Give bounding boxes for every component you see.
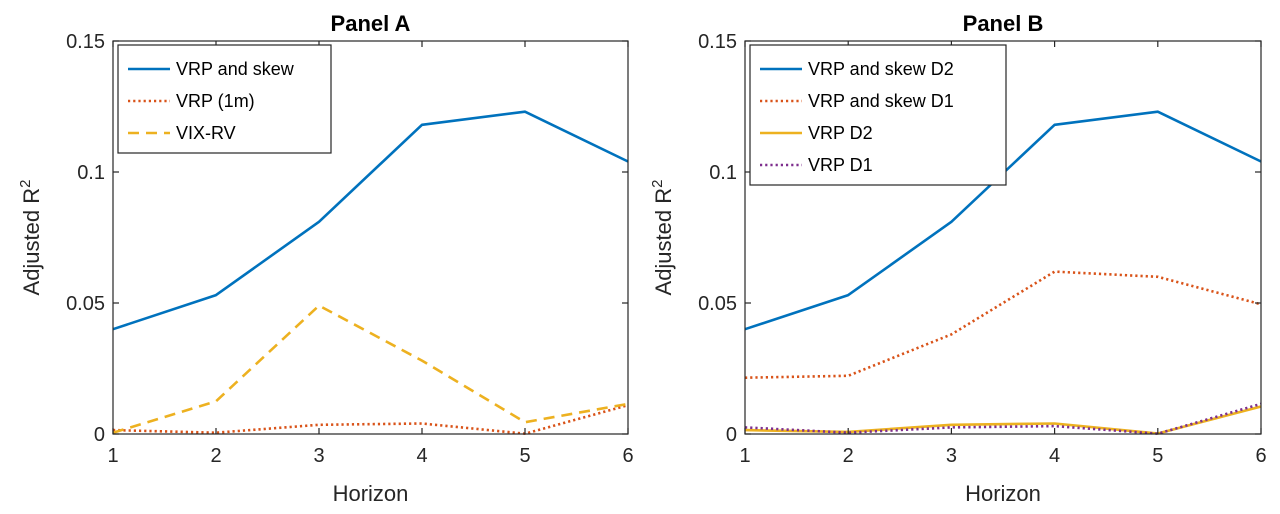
panel-a-axes-box	[112, 40, 629, 435]
panel-b-y-axis-label-sup: 2	[649, 180, 666, 188]
panel-b-x-tick-label: 5	[1152, 445, 1163, 467]
panel-b-y-tick-label: 0.05	[698, 293, 737, 315]
panel-b-legend: VRP and skew D2 VRP and skew D1 VRP D2 VRP …	[749, 44, 1007, 186]
panel-a-x-tick-label: 2	[210, 445, 221, 467]
panel-a-legend-box	[117, 44, 332, 154]
panel-a-y-tick-label: 0.05	[66, 293, 105, 315]
panel-a-legend-label-3: VIX-RV	[176, 123, 236, 143]
panel-a-legend-label-2: VRP (1m)	[176, 91, 255, 111]
panel-a-series-line-1	[112, 110, 629, 331]
panel-b-legend-label-1: VRP and skew D2	[808, 59, 954, 79]
panel-b-title: Panel B	[963, 11, 1044, 36]
panel-b-y-tick-label: 0	[726, 424, 737, 446]
panel-b-legend-label-4: VRP D1	[808, 155, 873, 175]
panel-b-x-tick-label: 1	[739, 445, 750, 467]
panel-a-x-tick-label: 4	[416, 445, 427, 467]
panel-b-x-axis-label: Horizon	[965, 481, 1041, 506]
panel-a-y-axis-label-main: Adjusted R	[19, 188, 44, 296]
panel-a-y-axis-label-sup: 2	[17, 180, 34, 188]
panel-a-x-axis-label: Horizon	[333, 481, 409, 506]
panel-a-title: Panel A	[331, 11, 411, 36]
panel-b-y-axis-label-main: Adjusted R	[651, 188, 676, 296]
panel-a-x-tick-label: 6	[622, 445, 633, 467]
panel-b-y-tick-label: 0.1	[709, 162, 737, 184]
panel-a-y-axis-label: Adjusted R2	[17, 180, 44, 296]
panel-a-y-tick-label: 0.1	[77, 162, 105, 184]
panel-b-x-tick-label: 6	[1255, 445, 1266, 467]
panel-b-legend-label-2: VRP and skew D1	[808, 91, 954, 111]
panel-a-x-tick-label: 3	[313, 445, 324, 467]
panel-b-x-tick-label: 3	[946, 445, 957, 467]
panel-b-legend-label-3: VRP D2	[808, 123, 873, 143]
panel-a-y-tick-label: 0	[94, 424, 105, 446]
panel-a-legend-label-1: VRP and skew	[176, 59, 295, 79]
panel-a: 1 2 3 4 5 6 0 0.05 0.1 0.15 Panel A Horizon Adjusted…	[17, 11, 634, 506]
panel-a-series-line-3	[112, 304, 629, 434]
panel-b-axes-box	[744, 40, 1262, 435]
panel-b: 1 2 3 4 5 6 0 0.05 0.1 0.15 Panel B Horizon Adjusted…	[649, 11, 1267, 506]
panel-a-y-tick-label: 0.15	[66, 31, 105, 53]
panel-b-y-tick-label: 0.15	[698, 31, 737, 53]
panel-b-series-line-3	[744, 405, 1262, 435]
panel-a-legend: VRP and skew VRP (1m) VIX-RV	[117, 44, 332, 154]
panel-b-x-tick-label: 2	[843, 445, 854, 467]
panel-b-x-tick-label: 4	[1049, 445, 1060, 467]
panel-a-x-tick-label: 1	[107, 445, 118, 467]
panel-a-x-tick-label: 5	[519, 445, 530, 467]
panel-b-y-axis-label: Adjusted R2	[649, 180, 676, 296]
